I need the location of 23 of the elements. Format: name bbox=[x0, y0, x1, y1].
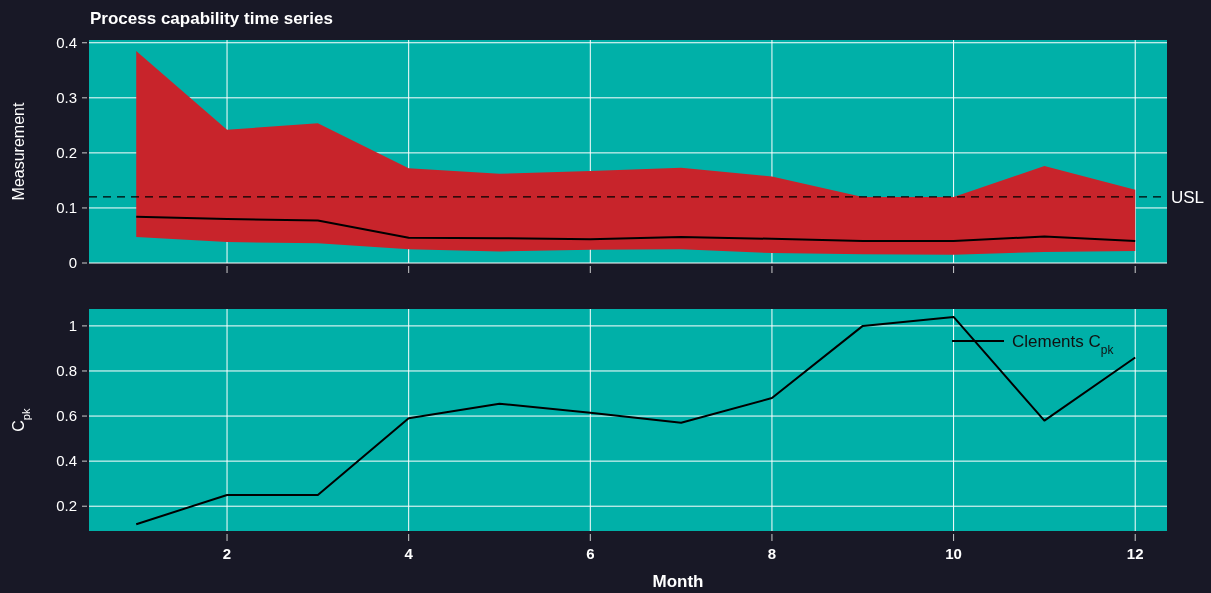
chart-title: Process capability time series bbox=[90, 9, 333, 28]
y-tick-label: 0.8 bbox=[56, 362, 77, 380]
y-tick-label: 0.2 bbox=[56, 144, 77, 162]
y-tick-label: 0.3 bbox=[56, 89, 77, 107]
x-tick-label: 4 bbox=[404, 545, 414, 562]
x-tick-label: 12 bbox=[1126, 545, 1144, 562]
x-axis-title: Month bbox=[652, 572, 704, 591]
ref-line-label: USL bbox=[1171, 187, 1205, 207]
y-axis-title: Measurement bbox=[10, 102, 27, 201]
y-tick-label: 0.2 bbox=[56, 497, 77, 515]
y-tick-label: 0 bbox=[68, 254, 77, 272]
line-series bbox=[135, 315, 1137, 526]
x-tick-label: 6 bbox=[586, 545, 595, 562]
x-tick-label: 10 bbox=[945, 545, 962, 562]
x-tick-label: 2 bbox=[222, 545, 232, 562]
y-tick-label: 1 bbox=[68, 317, 77, 335]
y-tick-label: 0.6 bbox=[56, 407, 77, 425]
y-tick-label: 0.4 bbox=[56, 452, 77, 470]
line-series bbox=[135, 215, 1137, 242]
y-tick-label: 0.1 bbox=[56, 199, 77, 217]
y-tick-label: 0.4 bbox=[56, 34, 77, 51]
x-tick-label: 8 bbox=[767, 545, 777, 562]
legend-label: Clements C$_{pk}$ bbox=[1012, 331, 1114, 357]
